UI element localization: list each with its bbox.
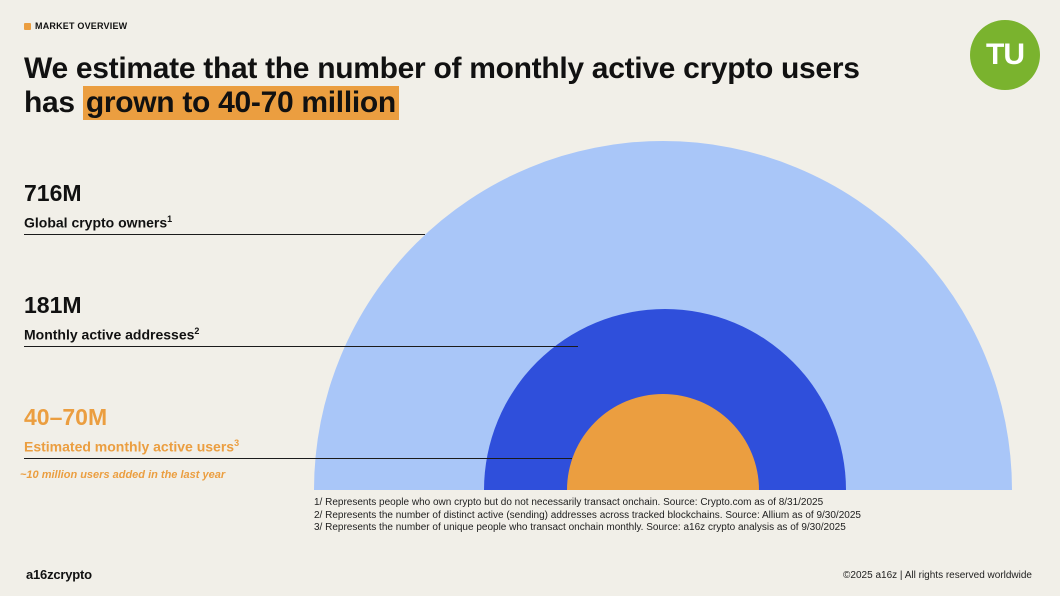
headline-highlight: grown to 40-70 million: [82, 86, 399, 120]
stat-value: 40–70M: [24, 404, 108, 430]
leader-line-users: [24, 458, 572, 459]
headline-line1: We estimate that the number of monthly a…: [24, 52, 860, 85]
stat-value: 181M: [24, 292, 82, 318]
leader-line-addresses: [24, 346, 578, 347]
footnotes: 1/ Represents people who own crypto but …: [314, 497, 861, 535]
eyebrow-label: MARKET OVERVIEW: [35, 21, 128, 31]
footnote-mark: 3: [234, 438, 240, 448]
eyebrow-square-icon: [24, 22, 31, 30]
stat-active-addresses: 181M Monthly active addresses2: [24, 292, 199, 344]
footnote-1: 1/ Represents people who own crypto but …: [314, 497, 824, 508]
stat-label: Monthly active addresses2: [24, 326, 200, 343]
page-title: We estimate that the number of monthly a…: [24, 52, 924, 120]
stat-global-owners: 716M Global crypto owners1: [24, 180, 172, 232]
stat-label: Global crypto owners1: [24, 214, 173, 231]
section-eyebrow: MARKET OVERVIEW: [24, 21, 127, 31]
headline-line2-prefix: has: [24, 86, 83, 119]
copyright: ©2025 a16z | All rights reserved worldwi…: [843, 570, 1032, 581]
leader-line-owners: [24, 234, 425, 235]
a16zcrypto-logo: a16zcrypto: [26, 567, 92, 582]
stat-label: Estimated monthly active users3: [24, 438, 240, 455]
users-added-note: ~10 million users added in the last year: [20, 469, 226, 481]
footnote-mark: 2: [194, 326, 200, 336]
semicircle-active-users: [567, 394, 759, 490]
footnote-mark: 1: [167, 214, 173, 224]
stat-active-users: 40–70M Estimated monthly active users3: [24, 404, 239, 456]
tu-logo: TU: [970, 20, 1040, 90]
footnote-3: 3/ Represents the number of unique peopl…: [314, 522, 846, 533]
footnote-2: 2/ Represents the number of distinct act…: [314, 509, 861, 521]
stat-value: 716M: [24, 180, 82, 206]
